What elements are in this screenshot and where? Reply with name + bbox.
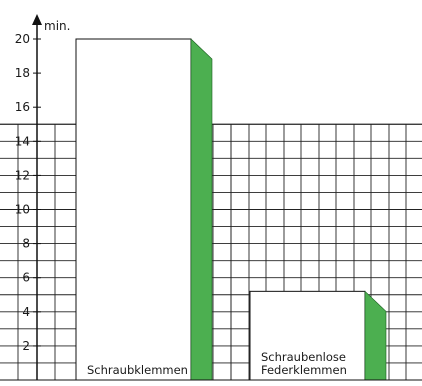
y-tick-label: 8 [22, 237, 30, 251]
bars-layer [75, 38, 387, 381]
bar-front-2 [249, 290, 366, 381]
y-tick-label: 16 [15, 100, 30, 114]
bar-front-1 [75, 38, 192, 381]
bar-side-2 [364, 290, 387, 381]
y-tick-label: 2 [22, 339, 30, 353]
y-tick-label: 10 [15, 203, 30, 217]
category-label-1: Schraubklemmen [87, 363, 188, 377]
axis-layer: min. [32, 14, 70, 380]
bar-side-1 [190, 38, 213, 381]
category-label-2: Schraubenlose [261, 350, 346, 364]
y-axis-arrow-icon [32, 14, 42, 25]
y-tick-label: 4 [22, 305, 30, 319]
y-axis-label: min. [44, 19, 70, 33]
category-label-2: Federklemmen [261, 363, 347, 377]
y-tick-label: 18 [15, 66, 30, 80]
y-tick-label: 14 [15, 134, 30, 148]
y-tick-label: 6 [22, 271, 30, 285]
y-tick-label: 20 [15, 32, 30, 46]
y-tick-labels: 2 4 6 8 10 12 14 16 18 20 [0, 32, 422, 381]
y-tick-label: 12 [15, 168, 30, 182]
